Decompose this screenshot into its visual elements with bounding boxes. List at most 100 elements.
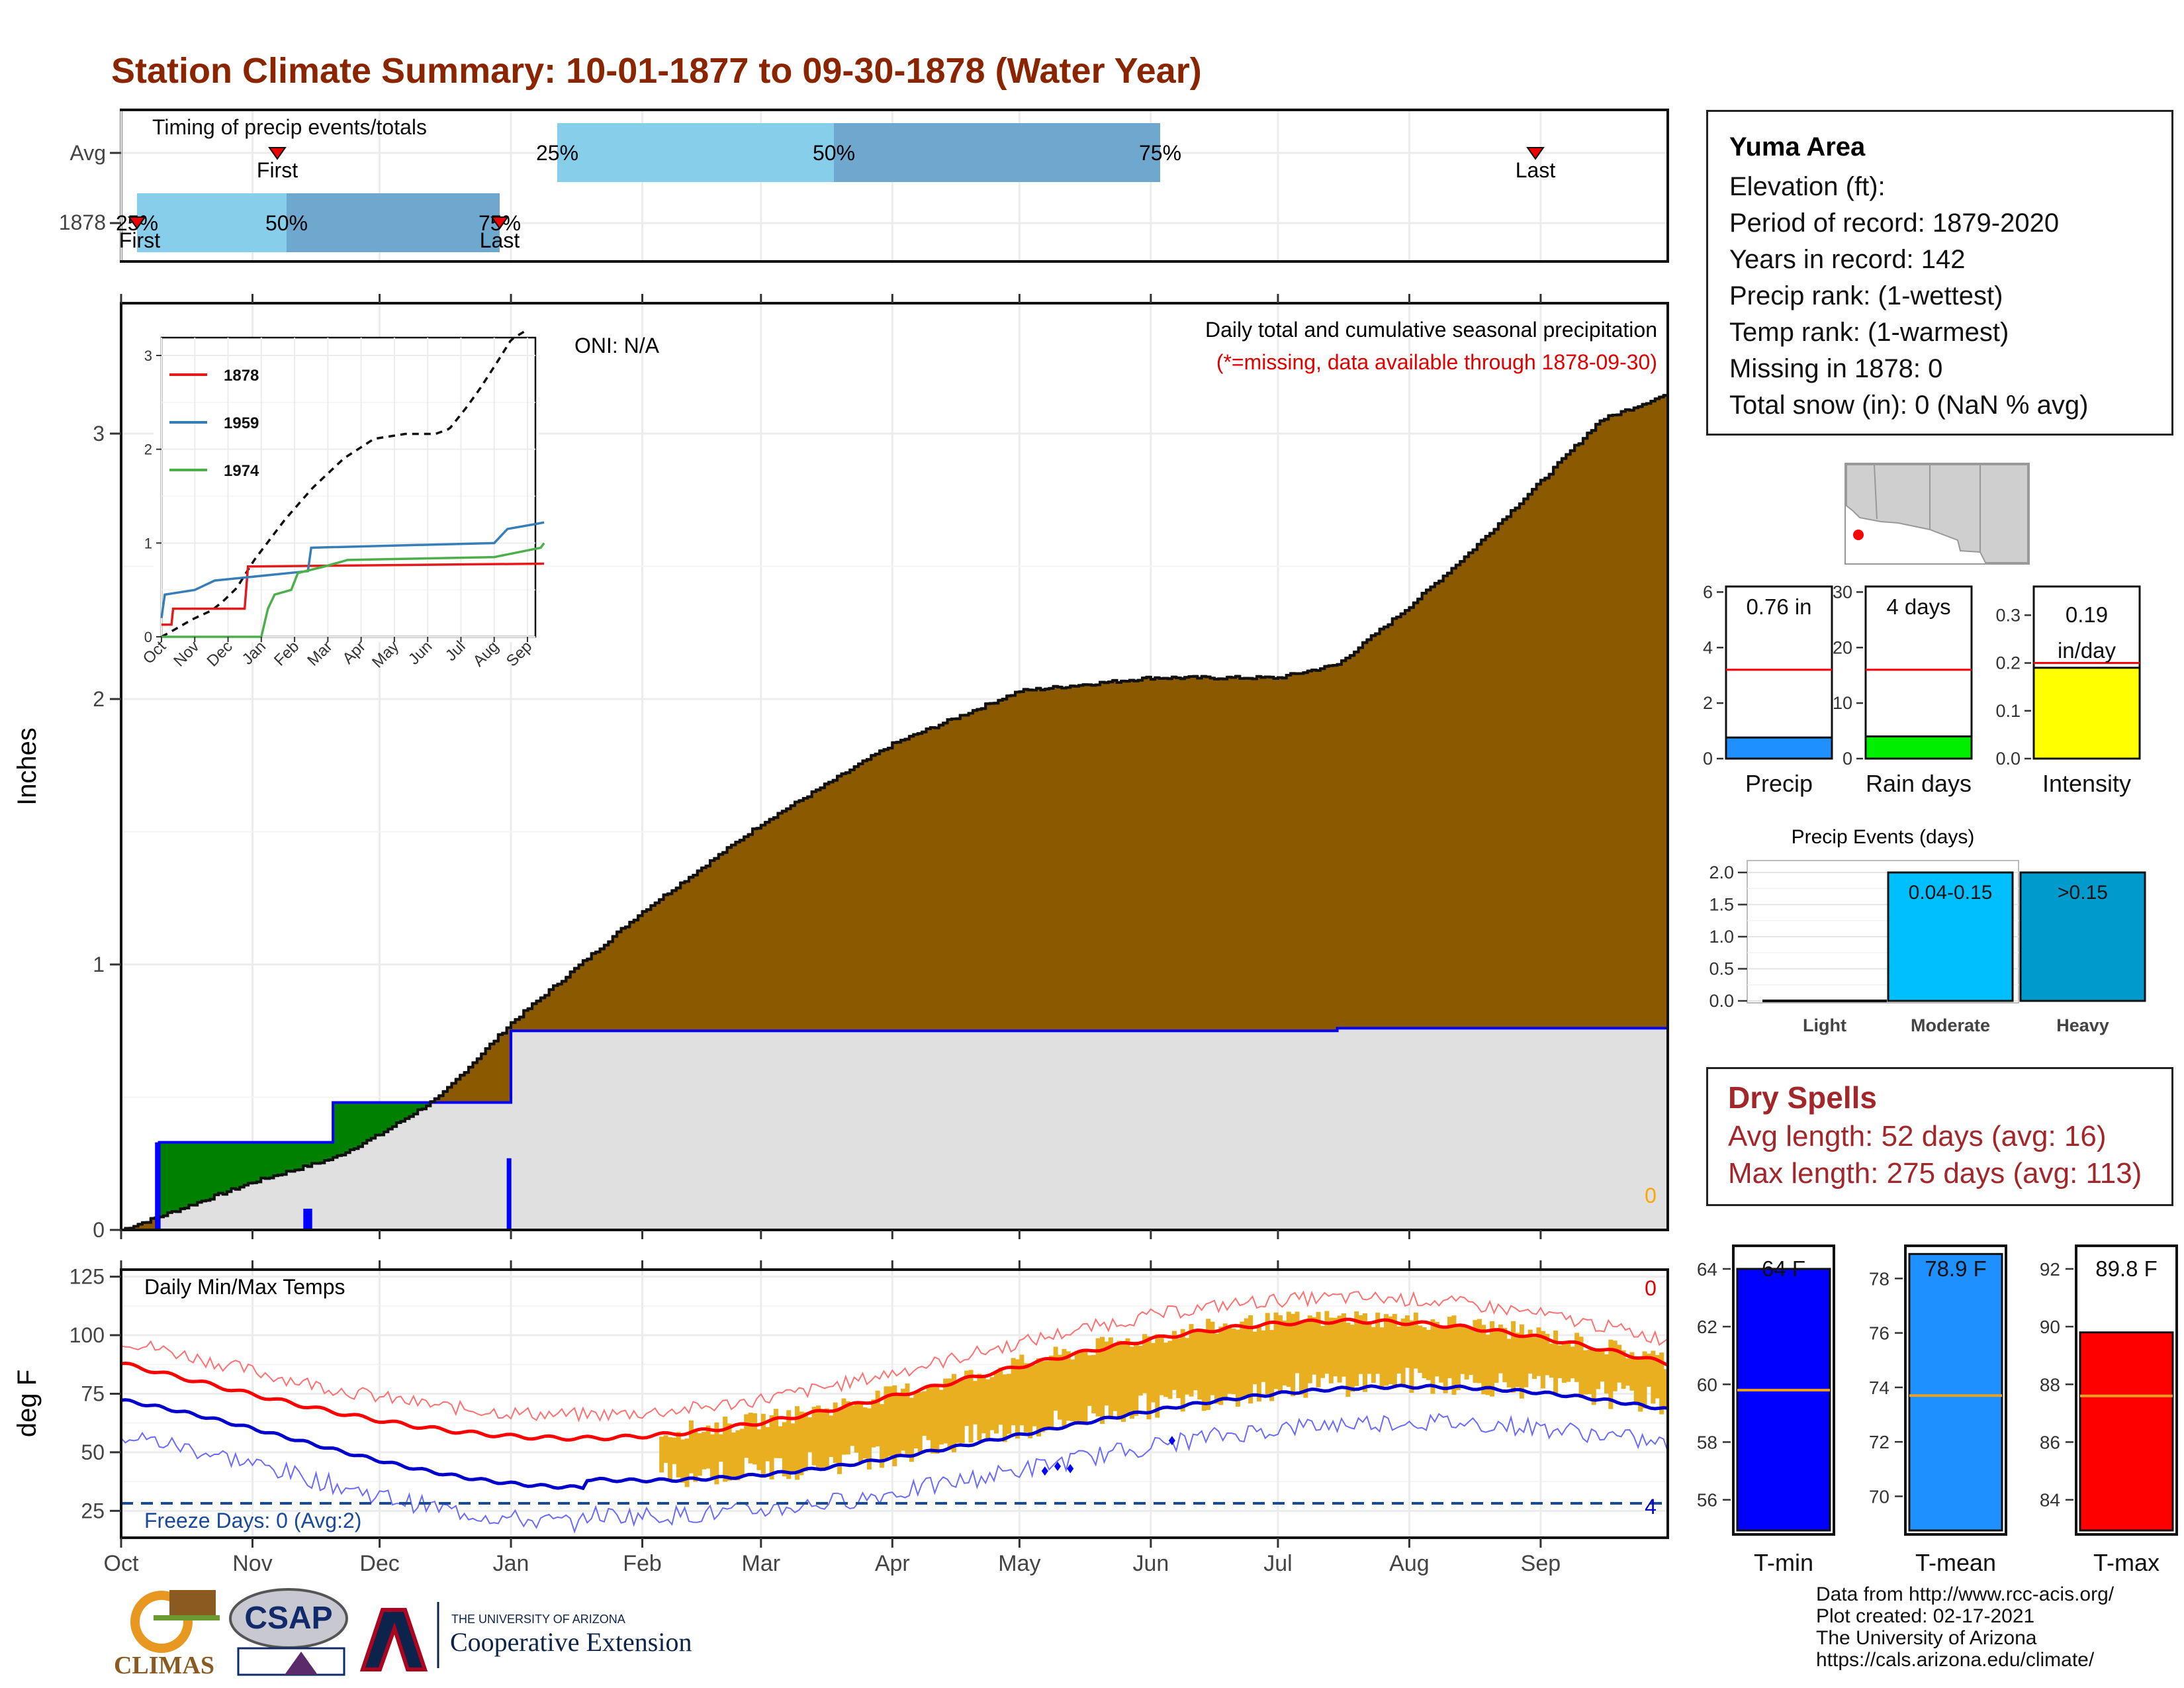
daily-temp-bar (1248, 1315, 1253, 1404)
daily-temp-bar (1409, 1320, 1414, 1393)
cooperative-extension-text: Cooperative Extension (450, 1627, 692, 1657)
daily-temp-bar (739, 1429, 745, 1477)
month-tick-label: Aug (1389, 1551, 1430, 1576)
mini-chart-intensity: 0.0 0.1 0.2 0.3 0.19 in/day Intensity (1995, 585, 2141, 797)
daily-temp-bar (811, 1407, 817, 1466)
daily-temp-bar (1561, 1341, 1567, 1383)
daily-precip-bar (155, 1142, 160, 1230)
yr-last-marker (490, 216, 509, 230)
daily-temp-bar (1150, 1342, 1156, 1403)
daily-temp-bar (663, 1435, 668, 1463)
daily-temp-bar (1451, 1315, 1457, 1395)
daily-temp-bar (1617, 1344, 1622, 1383)
daily-temp-bar (1498, 1325, 1503, 1374)
daily-temp-bar (1557, 1345, 1563, 1378)
events-y-tick: 0.5 (1709, 959, 1734, 979)
daily-temp-bar (1633, 1356, 1639, 1403)
daily-temp-bar (1358, 1315, 1363, 1374)
daily-temp-bar (1651, 1350, 1656, 1404)
daily-temp-bar (880, 1404, 885, 1468)
daily-temp-bar (892, 1385, 897, 1466)
yr-first-label: First (119, 228, 160, 252)
daily-temp-bar (1171, 1331, 1177, 1390)
event-category-label: Heavy (2056, 1015, 2109, 1035)
daily-temp-bar (1337, 1315, 1342, 1383)
daily-temp-bar (977, 1374, 982, 1441)
daily-temp-bar (896, 1393, 901, 1457)
avg-p25-label: 25% (536, 141, 578, 165)
daily-temp-bar (968, 1370, 974, 1443)
region-map (1844, 463, 2030, 565)
month-tick-label: Feb (623, 1551, 662, 1576)
avg-last-label: Last (1516, 158, 1556, 182)
daily-temp-bar (1044, 1360, 1050, 1428)
daily-temp-bar (697, 1433, 702, 1476)
daily-temp-bar (1638, 1357, 1643, 1412)
daily-temp-bar (1040, 1361, 1046, 1432)
mini-y-tick: 20 (1833, 637, 1852, 657)
daily-temp-bar (1074, 1350, 1079, 1423)
daily-temp-bar (693, 1431, 698, 1482)
mini-y-tick: 2 (1703, 693, 1713, 713)
daily-temp-bar (841, 1398, 846, 1455)
events-y-tick: 1.5 (1709, 895, 1734, 915)
temp-value-label: 89.8 F (2095, 1256, 2158, 1281)
daily-temp-bar (760, 1413, 766, 1478)
daily-temp-bar (705, 1425, 711, 1469)
temp-y-tick: 56 (1697, 1490, 1717, 1511)
footer-university: The University of Arizona (1816, 1627, 2037, 1649)
footer-data-source: Data from http://www.rcc-acis.org/ (1816, 1583, 2115, 1605)
temp-y-tick: 78 (1869, 1268, 1889, 1289)
temp-y-tick: 75 (81, 1382, 105, 1405)
daily-temp-bar (1413, 1312, 1418, 1369)
daily-precip-bar (506, 1158, 512, 1230)
station-name: Yuma Area (1729, 132, 1866, 162)
temp-value-bar (1736, 1268, 1831, 1532)
daily-temp-bar (790, 1423, 796, 1474)
daily-temp-bar (1277, 1315, 1283, 1392)
daily-temp-bar (702, 1432, 707, 1470)
page-title: Station Climate Summary: 10-01-1877 to 0… (111, 51, 1202, 91)
csap-logo: CSAP (229, 1588, 348, 1676)
station-precip-rank: Precip rank: (1-wettest) (1729, 281, 2003, 310)
dry-spells-title: Dry Spells (1728, 1080, 1877, 1115)
daily-temp-bar (765, 1427, 770, 1462)
daily-temp-bar (718, 1434, 723, 1462)
daily-temp-bar (1511, 1321, 1516, 1393)
daily-temp-bar (1176, 1338, 1181, 1399)
temp-value-bar (1908, 1252, 2003, 1532)
daily-temp-bar (1125, 1338, 1130, 1415)
daily-temp-bar (1091, 1354, 1097, 1414)
yr-p50-p75-bar (287, 193, 500, 252)
event-bar-label: >0.15 (2058, 882, 2108, 904)
temp-y-tick: 90 (2040, 1317, 2060, 1337)
daily-temp-bar (1532, 1337, 1537, 1380)
footer-url: https://cals.arizona.edu/climate/ (1816, 1649, 2095, 1671)
temp-bar-label: T-max (2093, 1549, 2160, 1576)
daily-temp-bar (917, 1392, 923, 1455)
avg-p25-p50-bar (557, 123, 834, 182)
record-low-marker (1054, 1462, 1062, 1472)
daily-temp-bar (1405, 1315, 1410, 1368)
daily-precip-bar (307, 1208, 312, 1230)
daily-temp-bar (735, 1430, 741, 1481)
daily-temp-bar (1646, 1353, 1651, 1387)
temp-value-label: 64 F (1762, 1256, 1805, 1281)
temp-bar-label: T-mean (1915, 1549, 1996, 1576)
temp-y-tick: 60 (1697, 1374, 1717, 1395)
daily-temp-bar (1049, 1355, 1054, 1429)
daily-temp-bar (1388, 1316, 1393, 1385)
daily-temp-bar (680, 1439, 686, 1483)
inset-series-line-1974 (161, 542, 545, 638)
month-tick-label: Mar (742, 1551, 781, 1576)
precip-corner-value: 0 (1645, 1184, 1657, 1207)
daily-temp-bar (833, 1402, 838, 1463)
avg-p50-p75-bar (834, 123, 1160, 182)
mini-y-tick: 0 (1843, 749, 1852, 769)
month-tick-label: Jan (493, 1551, 529, 1576)
yr-first-marker (128, 216, 146, 230)
daily-temp-bar (688, 1420, 694, 1474)
mini-chart-label: Intensity (2042, 770, 2131, 797)
daily-temp-bar (1015, 1359, 1020, 1439)
daily-temp-bar (1066, 1351, 1071, 1421)
